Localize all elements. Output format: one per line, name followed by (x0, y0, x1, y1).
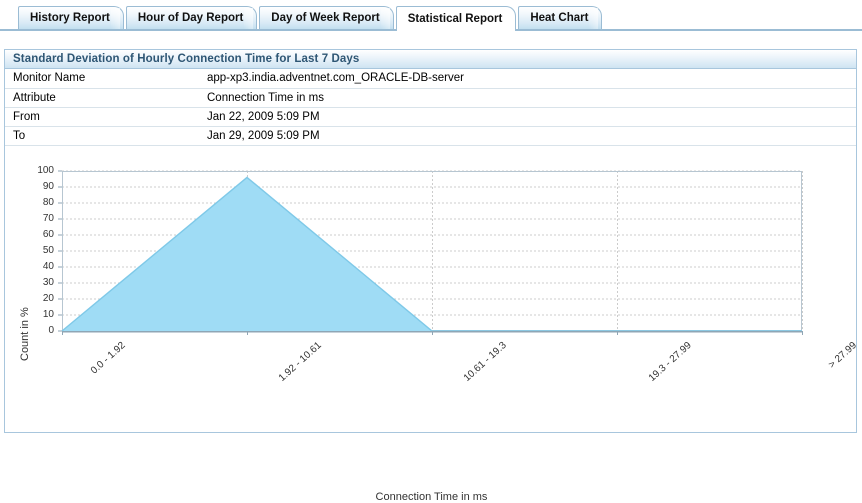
chart-y-tick-label: 40 (42, 260, 54, 272)
row-value-monitor-name: app-xp3.india.adventnet.com_ORACLE-DB-se… (199, 69, 856, 89)
chart-y-tick-label: 70 (42, 212, 54, 224)
row-label-monitor-name: Monitor Name (5, 69, 199, 89)
chart-y-tick-label: 0 (48, 324, 54, 336)
table-row: Monitor Name app-xp3.india.adventnet.com… (5, 69, 856, 89)
tab-hour-of-day-report[interactable]: Hour of Day Report (125, 6, 258, 29)
tab-label: Hour of Day Report (137, 12, 244, 24)
row-label-from: From (5, 107, 199, 127)
tab-history-report[interactable]: History Report (18, 6, 124, 29)
table-row: To Jan 29, 2009 5:09 PM (5, 126, 856, 146)
chart-y-tick-label: 100 (37, 164, 54, 176)
tab-strip: History Report Hour of Day Report Day of… (0, 0, 862, 32)
chart-y-tick-label: 60 (42, 228, 54, 240)
tab-label: Statistical Report (407, 13, 503, 25)
table-row: Attribute Connection Time in ms (5, 88, 856, 108)
row-label-attribute: Attribute (5, 88, 199, 108)
tab-label: Day of Week Report (271, 12, 380, 24)
statistical-area-chart: Count in % Connection Time in ms 0 10 20 30… (5, 145, 859, 503)
chart-y-tick-label: 80 (42, 196, 54, 208)
row-value-from: Jan 22, 2009 5:09 PM (199, 107, 856, 127)
tab-label: Heat Chart (530, 12, 589, 24)
tab-heat-chart[interactable]: Heat Chart (518, 6, 603, 29)
tab-list: History Report Hour of Day Report Day of… (18, 6, 604, 31)
panel-title: Standard Deviation of Hourly Connection … (5, 50, 856, 69)
chart-canvas (58, 170, 803, 335)
report-info-table: Monitor Name app-xp3.india.adventnet.com… (5, 69, 856, 146)
row-value-to: Jan 29, 2009 5:09 PM (199, 126, 856, 146)
row-label-to: To (5, 126, 199, 146)
row-value-attribute: Connection Time in ms (199, 88, 856, 108)
report-panel: Standard Deviation of Hourly Connection … (4, 49, 859, 503)
chart-y-tick-label: 20 (42, 292, 54, 304)
tab-statistical-report[interactable]: Statistical Report (395, 6, 517, 31)
chart-y-tick-label: 90 (42, 180, 54, 192)
table-row: From Jan 22, 2009 5:09 PM (5, 107, 856, 127)
chart-x-axis-title: Connection Time in ms (375, 490, 488, 503)
chart-y-tick-label: 30 (42, 276, 54, 288)
tab-label: History Report (30, 12, 110, 24)
chart-y-tick-label: 10 (42, 308, 54, 320)
chart-y-tick-label: 50 (42, 244, 54, 256)
tab-day-of-week-report[interactable]: Day of Week Report (259, 6, 394, 29)
